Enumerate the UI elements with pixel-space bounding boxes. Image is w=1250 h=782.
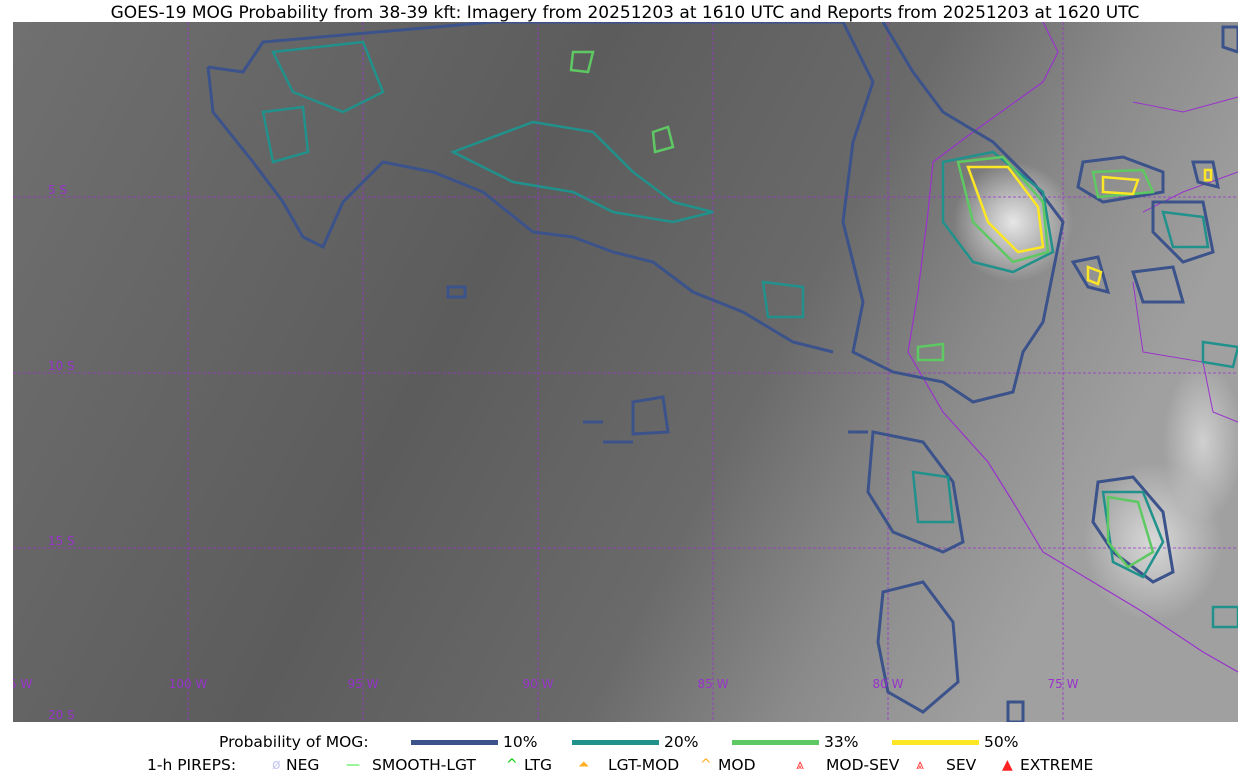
lat-label: 10 S xyxy=(48,359,75,373)
map-title: GOES-19 MOG Probability from 38-39 kft: … xyxy=(110,3,1140,23)
lgt-mod-icon: ⏶ xyxy=(578,757,590,773)
pirep-label: SMOOTH-LGT xyxy=(372,756,476,774)
legend-swatch-50pct xyxy=(892,740,979,745)
neg-icon: ø xyxy=(272,757,281,773)
satellite-imagery xyxy=(13,22,1238,722)
pirep-label: EXTREME xyxy=(1020,756,1094,774)
lon-label: 105 W xyxy=(13,677,32,691)
lon-label: 75 W xyxy=(1048,677,1079,691)
lat-label: 5 S xyxy=(48,183,67,197)
pirep-label: SEV xyxy=(946,756,977,774)
graticule xyxy=(13,22,1238,722)
lon-label: 90 W xyxy=(523,677,554,691)
ltg-icon: ^ xyxy=(506,757,518,773)
smooth-lgt-icon: — xyxy=(346,757,360,773)
legend-swatch-33pct xyxy=(732,740,819,745)
legend-level-label: 50% xyxy=(984,733,1019,751)
satellite-map: 105 W 100 W 95 W 90 W 85 W 80 W 75 W 5 S 10 S 15 … xyxy=(13,22,1238,722)
lat-label: 15 S xyxy=(48,534,75,548)
contour-33pct xyxy=(569,50,1155,569)
mod-sev-icon: ⩓ xyxy=(796,757,804,773)
pirep-label: LGT-MOD xyxy=(608,756,680,774)
contour-50pct xyxy=(966,165,1213,286)
pirep-label: NEG xyxy=(286,756,320,774)
lon-label: 95 W xyxy=(348,677,379,691)
legend-level-label: 33% xyxy=(824,733,859,751)
coastline xyxy=(907,22,1238,673)
pireps-legend-label: 1-h PIREPS: xyxy=(147,756,237,774)
lon-label: 85 W xyxy=(698,677,729,691)
contour-20pct xyxy=(261,40,1238,629)
legend-level-label: 10% xyxy=(503,733,538,751)
pirep-label: LTG xyxy=(524,756,552,774)
contour-10pct xyxy=(206,22,1238,722)
legend-swatch-10pct xyxy=(411,740,498,745)
lon-label: 80 W xyxy=(873,677,904,691)
pirep-label: MOD xyxy=(718,756,756,774)
legend-swatch-20pct xyxy=(572,740,659,745)
legend-level-label: 20% xyxy=(664,733,699,751)
lat-label: 20 S xyxy=(48,708,75,722)
pirep-label: MOD-SEV xyxy=(826,756,900,774)
sev-icon: ⩓ xyxy=(916,757,924,773)
mod-icon: ^ xyxy=(700,757,712,773)
mog-legend-label: Probability of MOG: xyxy=(219,733,369,751)
extreme-icon: ▲ xyxy=(1002,757,1013,773)
lon-label: 100 W xyxy=(169,677,208,691)
